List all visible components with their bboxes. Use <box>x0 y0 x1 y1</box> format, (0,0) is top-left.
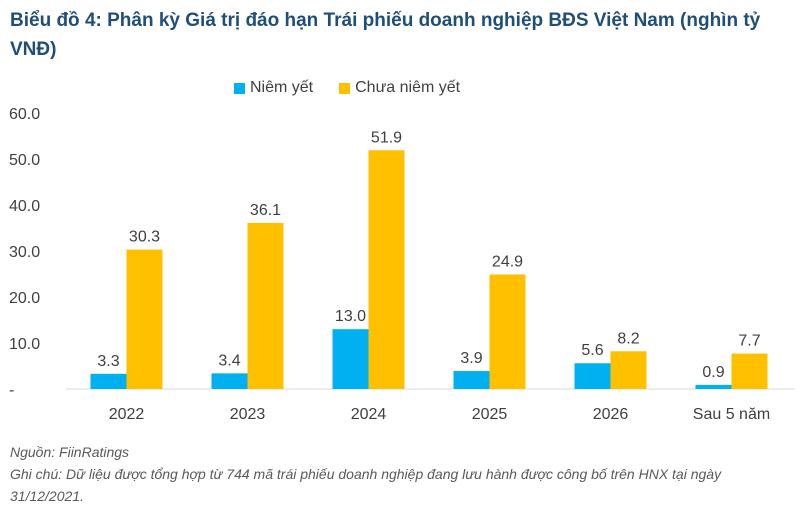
data-label-listed: 3.4 <box>218 352 240 369</box>
bar-listed <box>695 384 732 389</box>
legend-swatch-unlisted <box>339 82 351 94</box>
y-tick-label: 30.0 <box>9 244 40 261</box>
legend-label-unlisted: Chưa niêm yết <box>355 79 461 96</box>
data-label-listed: 3.3 <box>97 353 119 370</box>
x-tick-label: 2026 <box>593 406 629 423</box>
legend: Niêm yết Chưa niêm yết <box>234 78 486 98</box>
bar-listed <box>453 371 490 389</box>
legend-label-listed: Niêm yết <box>250 79 314 96</box>
y-tick-label: 40.0 <box>9 198 40 215</box>
data-label-listed: 5.6 <box>581 342 603 359</box>
bar-unlisted <box>489 274 526 389</box>
x-tick-label: 2024 <box>351 406 387 423</box>
bar-listed <box>574 363 611 389</box>
data-label-unlisted: 24.9 <box>492 253 523 270</box>
data-label-unlisted: 30.3 <box>129 229 160 246</box>
data-label-unlisted: 8.2 <box>617 330 639 347</box>
chart-title: Biểu đồ 4: Phân kỳ Giá trị đáo hạn Trái … <box>10 10 761 60</box>
legend-swatch-listed <box>234 82 245 94</box>
y-tick-label: 10.0 <box>9 336 40 353</box>
x-tick-label: Sau 5 năm <box>693 406 770 423</box>
data-label-unlisted: 7.7 <box>738 333 760 350</box>
legend-item-listed: Niêm yết <box>234 79 313 97</box>
x-tick-label: 2025 <box>472 406 508 423</box>
bar-unlisted <box>368 150 405 389</box>
footnote: Ghi chú: Dữ liệu được tổng hợp từ 744 mã… <box>10 466 722 504</box>
bar-unlisted <box>610 351 647 389</box>
y-tick-label: 20.0 <box>9 290 40 307</box>
data-label-unlisted: 36.1 <box>250 202 281 219</box>
bar-listed <box>211 373 248 389</box>
data-label-listed: 13.0 <box>335 308 366 325</box>
bar-unlisted <box>731 353 768 389</box>
source-note: Nguồn: FiinRatings <box>10 444 130 460</box>
bar-unlisted <box>247 222 284 389</box>
data-label-listed: 3.9 <box>460 350 482 367</box>
y-tick-label: - <box>9 382 14 399</box>
data-label-listed: 0.9 <box>702 364 724 381</box>
y-tick-label: 60.0 <box>9 106 40 123</box>
data-label-unlisted: 51.9 <box>371 129 402 146</box>
y-tick-label: 50.0 <box>9 152 40 169</box>
legend-item-unlisted: Chưa niêm yết <box>339 79 460 97</box>
footer: Nguồn: FiinRatings Ghi chú: Dữ liệu được… <box>10 441 790 507</box>
bar-listed <box>90 373 127 389</box>
x-tick-label: 2022 <box>109 406 145 423</box>
x-tick-label: 2023 <box>230 406 266 423</box>
bar-unlisted <box>126 249 163 389</box>
bar-listed <box>332 329 369 389</box>
